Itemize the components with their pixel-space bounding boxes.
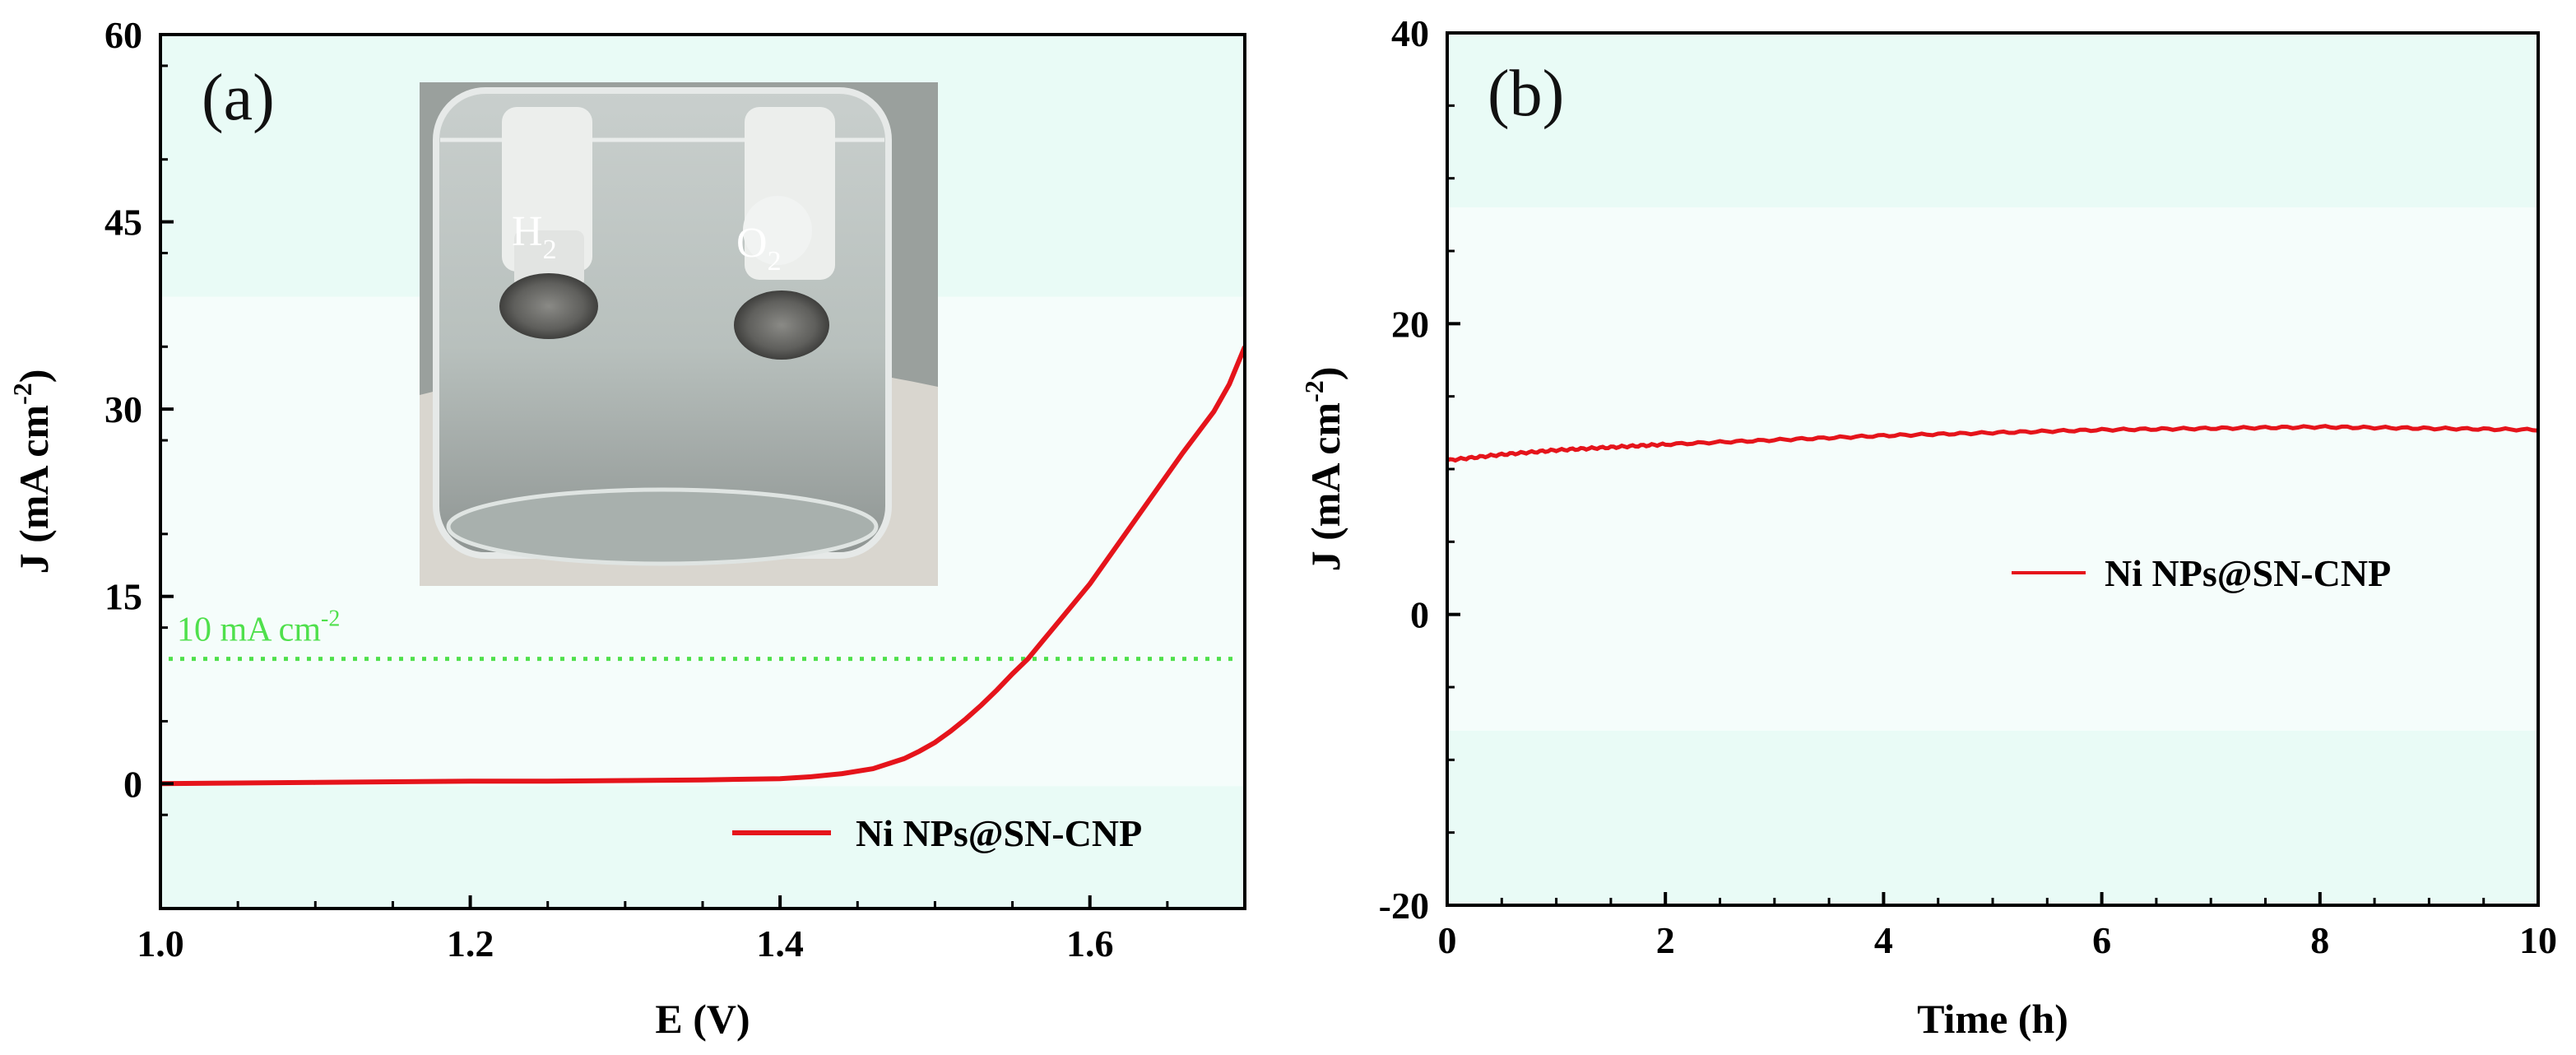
left-electrode-cap <box>514 230 584 288</box>
panel-label-b: (b) <box>1488 58 1564 130</box>
y-tick-label: 30 <box>104 388 142 430</box>
photo-label-o2: O2 <box>736 220 782 277</box>
x-tick-label: 1.0 <box>137 923 184 964</box>
legend-label: Ni NPs@SN-CNP <box>856 812 1142 854</box>
photo-label-h2-main: H <box>512 208 543 255</box>
reference-label-main: 10 mA cm <box>177 611 321 649</box>
x-tick-label: 8 <box>2310 919 2329 961</box>
y-axis-label-sup: -2 <box>1299 380 1329 402</box>
legend: Ni NPs@SN-CNP <box>2012 552 2391 594</box>
y-tick-label: 45 <box>104 202 142 244</box>
y-tick-label: 15 <box>104 576 142 618</box>
y-axis-label-main: J (mA cm <box>11 405 57 574</box>
x-tick-label: 6 <box>2092 919 2111 961</box>
x-tick-label: 4 <box>1874 919 1893 961</box>
y-axis-label: J (mA cm-2) <box>7 369 57 574</box>
reference-label-sup: -2 <box>321 607 340 632</box>
y-axis-label-end: ) <box>1302 367 1348 381</box>
x-tick-label: 1.6 <box>1066 923 1114 964</box>
y-axis-label-main: J (mA cm <box>1302 402 1348 572</box>
x-tick-label: 1.2 <box>447 923 494 964</box>
photo-label-h2-sub: 2 <box>543 235 557 265</box>
legend: Ni NPs@SN-CNP <box>732 812 1142 854</box>
y-tick-label: 0 <box>1410 594 1429 636</box>
panel-label-a: (a) <box>202 62 275 134</box>
x-tick-label: 1.4 <box>756 923 804 964</box>
y-tick-label: 0 <box>123 763 142 805</box>
y-tick-label: 40 <box>1391 12 1429 54</box>
legend-label: Ni NPs@SN-CNP <box>2105 552 2391 594</box>
x-axis-label: E (V) <box>655 996 750 1042</box>
reference-line-label: 10 mA cm-2 <box>177 607 340 649</box>
series-line-ni-nps <box>1447 424 2538 463</box>
background-band <box>1447 207 2538 731</box>
x-tick-label: 10 <box>2519 919 2557 961</box>
background-bands <box>1447 207 2538 731</box>
x-tick-label: 0 <box>1438 919 1457 961</box>
right-electrode-bubble <box>743 196 812 265</box>
y-tick-label: 20 <box>1391 303 1429 345</box>
y-axis-label-end: ) <box>11 369 57 383</box>
right-electrode-mesh <box>734 290 829 360</box>
photo-label-o2-sub: 2 <box>768 246 782 277</box>
beaker-bottom <box>446 487 879 566</box>
photo-label-o2-main: O <box>736 220 768 267</box>
y-axis-label-sup: -2 <box>7 383 37 405</box>
photo-label-h2: H2 <box>512 208 557 265</box>
axis-ticks: 1.0 1.2 1.4 1.6 0 15 30 45 60 <box>104 14 1246 964</box>
left-electrode-mesh <box>499 273 598 339</box>
x-tick-label: 2 <box>1656 919 1675 961</box>
y-tick-label: -20 <box>1379 885 1429 927</box>
x-axis-label: Time (h) <box>1917 996 2068 1042</box>
inset-photo: H2 O2 <box>420 82 938 586</box>
y-axis-label: J (mA cm-2) <box>1299 367 1348 572</box>
chart-panel-a: 10 mA cm-2 H2 O2 1 <box>7 14 1246 1042</box>
y-tick-label: 60 <box>104 14 142 56</box>
series-line-ni-nps <box>160 346 1245 787</box>
